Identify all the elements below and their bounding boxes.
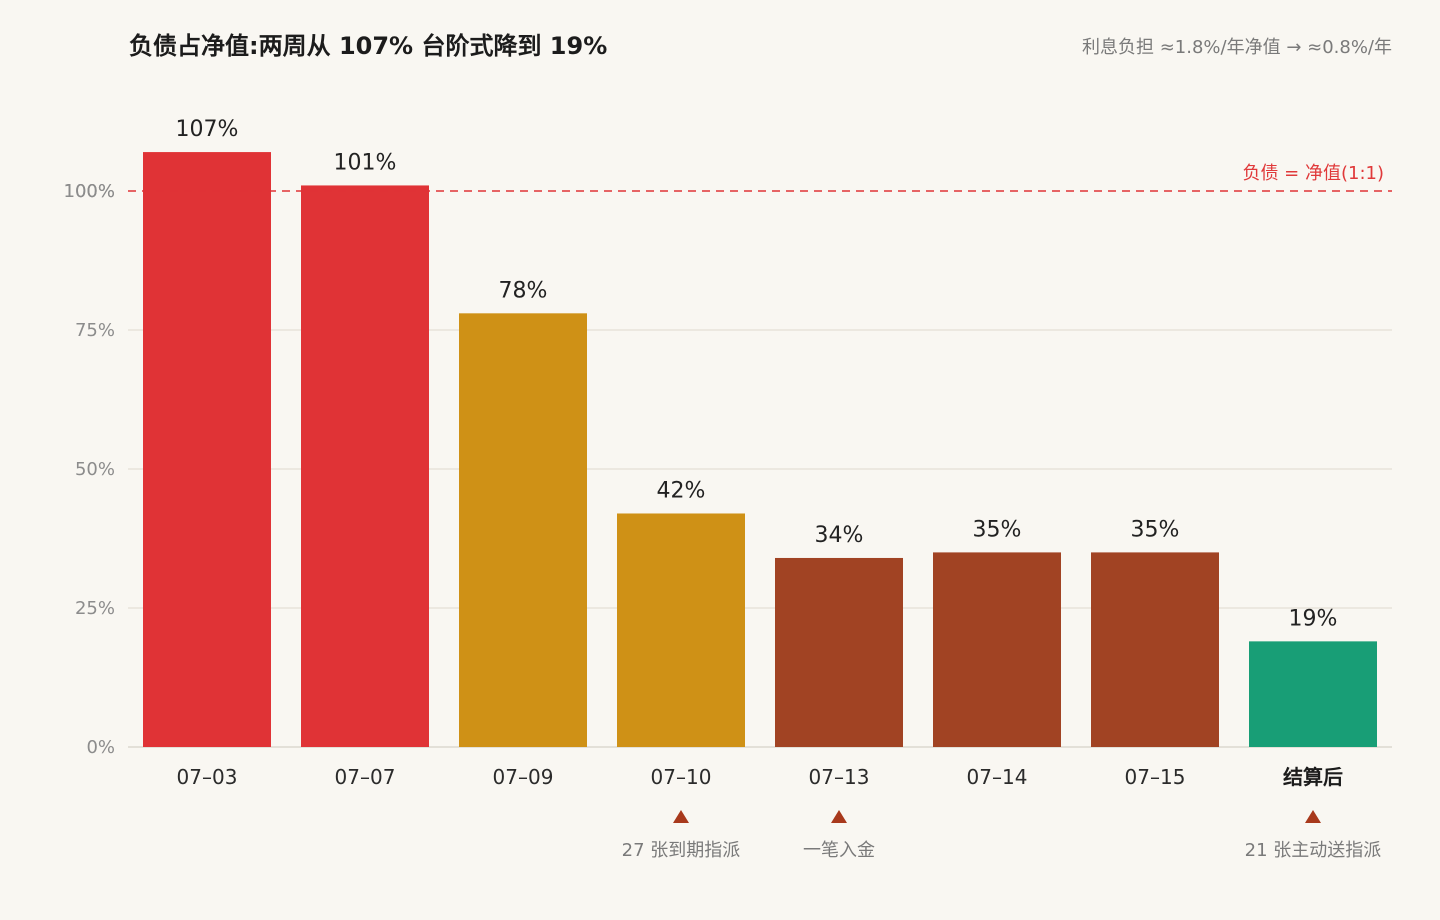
bar [617, 513, 745, 747]
x-tick-label: 07–03 [177, 765, 238, 789]
x-tick-label: 07–09 [493, 765, 554, 789]
bar [933, 552, 1061, 747]
y-tick-label: 25% [75, 598, 115, 619]
y-tick-label: 100% [64, 181, 115, 202]
bar [301, 185, 429, 747]
reference-line-group: 负债 = 净值(1:1) 100% [64, 163, 1392, 202]
x-tick-label: 结算后 [1283, 765, 1343, 789]
x-tick-label: 07–10 [651, 765, 712, 789]
triangle-marker-icon [831, 810, 847, 823]
bar [1249, 641, 1377, 747]
bar [1091, 552, 1219, 747]
y-tick-label: 0% [86, 737, 115, 758]
annotation-label: 21 张主动送指派 [1245, 840, 1382, 861]
x-tick-label: 07–13 [809, 765, 870, 789]
value-label: 101% [334, 150, 397, 175]
reference-line-label: 负债 = 净值(1:1) [1242, 163, 1384, 184]
value-label: 35% [973, 517, 1022, 542]
chart-subtitle: 利息负担 ≈1.8%/年净值 → ≈0.8%/年 [1082, 37, 1392, 58]
y-tick-label: 50% [75, 459, 115, 480]
annotations: 27 张到期指派 一笔入金 21 张主动送指派 [622, 810, 1382, 861]
chart-title: 负债占净值:两周从 107% 台阶式降到 19% [129, 32, 608, 60]
x-axis-labels: 07–03 07–07 07–09 07–10 07–13 07–14 07–15 结算后 [177, 765, 1343, 789]
x-tick-label: 07–14 [967, 765, 1028, 789]
y-axis-ticks: 0% 25% 50% 75% 100% [64, 181, 115, 758]
value-labels: 107% 101% 78% 42% 34% 35% 35% 19% [176, 117, 1338, 631]
value-label: 78% [499, 278, 548, 303]
value-label: 19% [1289, 606, 1338, 631]
bar [459, 313, 587, 747]
annotation-label: 一笔入金 [803, 840, 875, 861]
value-label: 35% [1131, 517, 1180, 542]
bar [775, 557, 903, 747]
value-label: 42% [657, 478, 706, 503]
bar [143, 152, 271, 747]
value-label: 107% [176, 117, 239, 142]
annotation-label: 27 张到期指派 [622, 840, 741, 861]
x-tick-label: 07–15 [1125, 765, 1186, 789]
triangle-marker-icon [673, 810, 689, 823]
y-tick-label: 75% [75, 320, 115, 341]
x-tick-label: 07–07 [335, 765, 396, 789]
triangle-marker-icon [1305, 810, 1321, 823]
bars [143, 152, 1377, 747]
value-label: 34% [815, 523, 864, 548]
y-tick-label: 100% [64, 181, 115, 202]
